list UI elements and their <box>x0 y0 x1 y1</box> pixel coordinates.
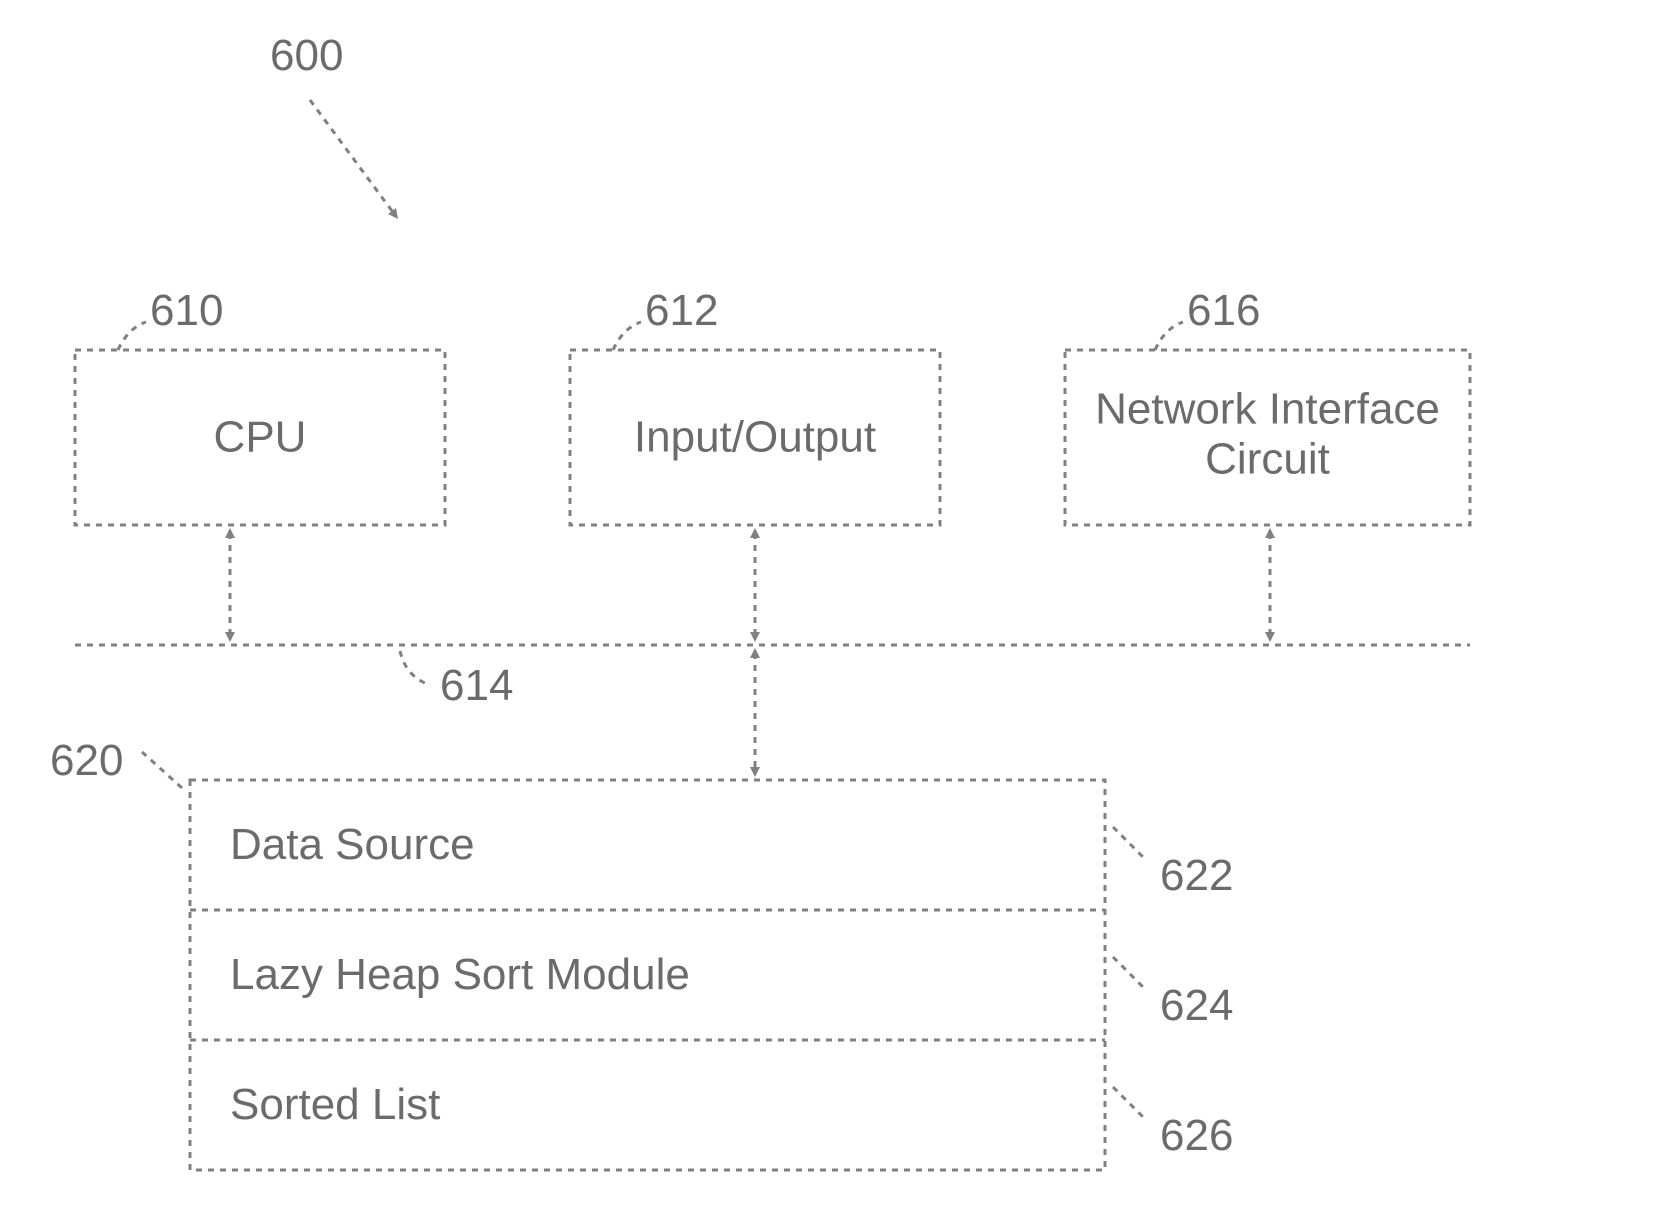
ref-616: 616 <box>1187 286 1260 335</box>
io-ref-hook <box>613 322 641 350</box>
nic-ref-hook <box>1155 322 1183 350</box>
cpu-label: CPU <box>214 413 307 462</box>
memory-row-1-label: Lazy Heap Sort Module <box>230 950 690 999</box>
memory-ref-tick-main <box>142 752 182 788</box>
ref-600: 600 <box>270 31 343 80</box>
cpu-ref-hook <box>118 322 146 350</box>
ref-622: 622 <box>1160 851 1233 900</box>
ref-620: 620 <box>50 736 123 785</box>
nic-label-2: Circuit <box>1205 435 1330 484</box>
io-label: Input/Output <box>634 413 876 462</box>
memory-ref-tick-0 <box>1113 827 1143 857</box>
diagram-canvas: 600 610 CPU 612 Input/Output 616 Network Inter… <box>0 0 1659 1225</box>
pointer-arrow <box>310 100 395 215</box>
ref-610: 610 <box>150 286 223 335</box>
memory-ref-tick-1 <box>1113 957 1143 987</box>
memory-ref-tick-2 <box>1113 1087 1143 1117</box>
memory-row-2-label: Sorted List <box>230 1080 440 1129</box>
ref-624: 624 <box>1160 981 1233 1030</box>
ref-612: 612 <box>645 286 718 335</box>
bus-ref-hook <box>400 651 430 685</box>
nic-label-1: Network Interface <box>1095 385 1440 434</box>
memory-row-0-label: Data Source <box>230 820 475 869</box>
ref-626: 626 <box>1160 1111 1233 1160</box>
ref-614: 614 <box>440 661 513 710</box>
